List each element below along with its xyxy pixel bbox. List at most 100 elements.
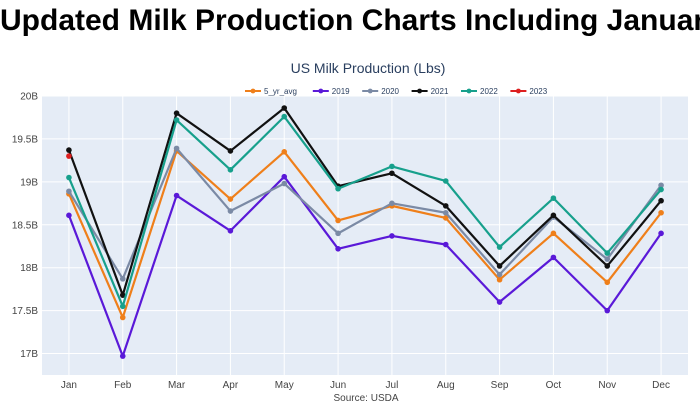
chart-title: US Milk Production (Lbs) (291, 60, 446, 76)
data-point (658, 209, 664, 216)
data-point (227, 227, 234, 234)
series-line (67, 175, 662, 358)
data-point (604, 263, 611, 269)
data-point (496, 263, 503, 269)
legend-item-5-yr-avg[interactable]: 5_yr_avg (245, 87, 297, 96)
legend-label: 2020 (381, 87, 399, 96)
legend-label: 2023 (529, 87, 547, 96)
data-point (496, 299, 503, 305)
data-point (227, 196, 234, 202)
data-point (442, 178, 449, 184)
x-tick-label: Dec (652, 380, 670, 391)
data-point (550, 195, 557, 201)
legend-item-2023[interactable]: 2023 (510, 87, 548, 96)
legend-marker (516, 88, 521, 94)
data-point (281, 149, 288, 155)
legend-marker (466, 88, 472, 94)
legend-marker (250, 88, 256, 94)
data-point (550, 230, 557, 237)
y-tick-label: 17.5B (12, 306, 38, 317)
x-tick-label: Jun (330, 380, 346, 391)
page-headline: Updated Milk Production Charts Including… (0, 4, 700, 37)
data-point (335, 230, 341, 237)
data-point (66, 212, 72, 219)
legend-label: 2021 (431, 87, 449, 96)
data-point (496, 244, 503, 250)
data-point (550, 254, 557, 261)
legend-item-2020[interactable]: 2020 (362, 87, 400, 96)
y-tick-label: 20B (20, 92, 38, 103)
series-layer (66, 105, 664, 359)
data-point (173, 192, 180, 199)
data-point (604, 307, 611, 314)
data-point (119, 292, 126, 298)
data-point (604, 279, 611, 286)
y-tick-label: 18.5B (12, 220, 38, 231)
y-tick-label: 17B (20, 349, 38, 360)
data-point (604, 256, 611, 262)
data-point (335, 185, 341, 192)
data-point (66, 147, 72, 153)
series-line (67, 115, 662, 308)
data-point (227, 208, 234, 214)
data-point (281, 180, 288, 187)
legend-marker (367, 88, 373, 94)
legend-marker (318, 88, 324, 94)
data-point (335, 217, 341, 224)
series-2019 (66, 173, 664, 359)
data-point (66, 153, 72, 159)
data-point (173, 117, 180, 123)
series-5-yr-avg (66, 148, 664, 321)
legend-marker (417, 88, 422, 94)
data-point (119, 353, 126, 359)
data-point (496, 271, 503, 278)
data-point (119, 276, 126, 282)
y-tick-label: 18B (20, 263, 38, 274)
data-point (496, 276, 503, 283)
legend-label: 2022 (480, 87, 498, 96)
data-point (389, 200, 395, 207)
data-point (173, 110, 180, 116)
data-point (227, 167, 234, 173)
chart-legend: 5_yr_avg 2019 2020 2021 2022 2023 (245, 87, 548, 96)
y-tick-label: 19.5B (12, 134, 38, 145)
data-point (658, 182, 664, 189)
data-point (119, 303, 126, 310)
data-point (604, 250, 611, 256)
data-point (66, 174, 72, 181)
x-tick-label: Nov (598, 380, 616, 391)
data-point (389, 170, 395, 177)
data-point (442, 241, 449, 248)
x-tick-label: Jan (61, 380, 77, 391)
legend-label: 2019 (332, 87, 350, 96)
data-point (281, 113, 288, 120)
data-point (550, 212, 557, 219)
data-point (389, 233, 395, 239)
data-point (658, 230, 664, 237)
data-point (281, 105, 288, 111)
x-tick-label: May (275, 380, 294, 391)
legend-item-2019[interactable]: 2019 (312, 87, 350, 96)
series-line (67, 149, 662, 319)
x-axis-title: Source: USDA (333, 393, 398, 404)
data-point (335, 246, 341, 252)
data-point (442, 209, 449, 216)
series-line (67, 106, 662, 297)
data-point (281, 173, 288, 180)
series-2022 (66, 113, 664, 310)
series-2023 (66, 153, 72, 159)
data-point (227, 148, 234, 154)
x-axis: Jan Feb Mar Apr May Jun Jul Aug Sep Oct Nov Dec (61, 380, 670, 391)
data-point (442, 203, 449, 209)
data-point (173, 145, 180, 152)
x-tick-label: Oct (546, 380, 562, 391)
data-point (442, 215, 449, 221)
legend-label: 5_yr_avg (264, 87, 297, 96)
data-point (66, 188, 72, 195)
legend-item-2022[interactable]: 2022 (461, 87, 498, 96)
x-tick-label: Sep (491, 380, 509, 391)
x-tick-label: Feb (114, 380, 132, 391)
legend-item-2021[interactable]: 2021 (411, 87, 449, 96)
x-tick-label: Mar (168, 380, 186, 391)
